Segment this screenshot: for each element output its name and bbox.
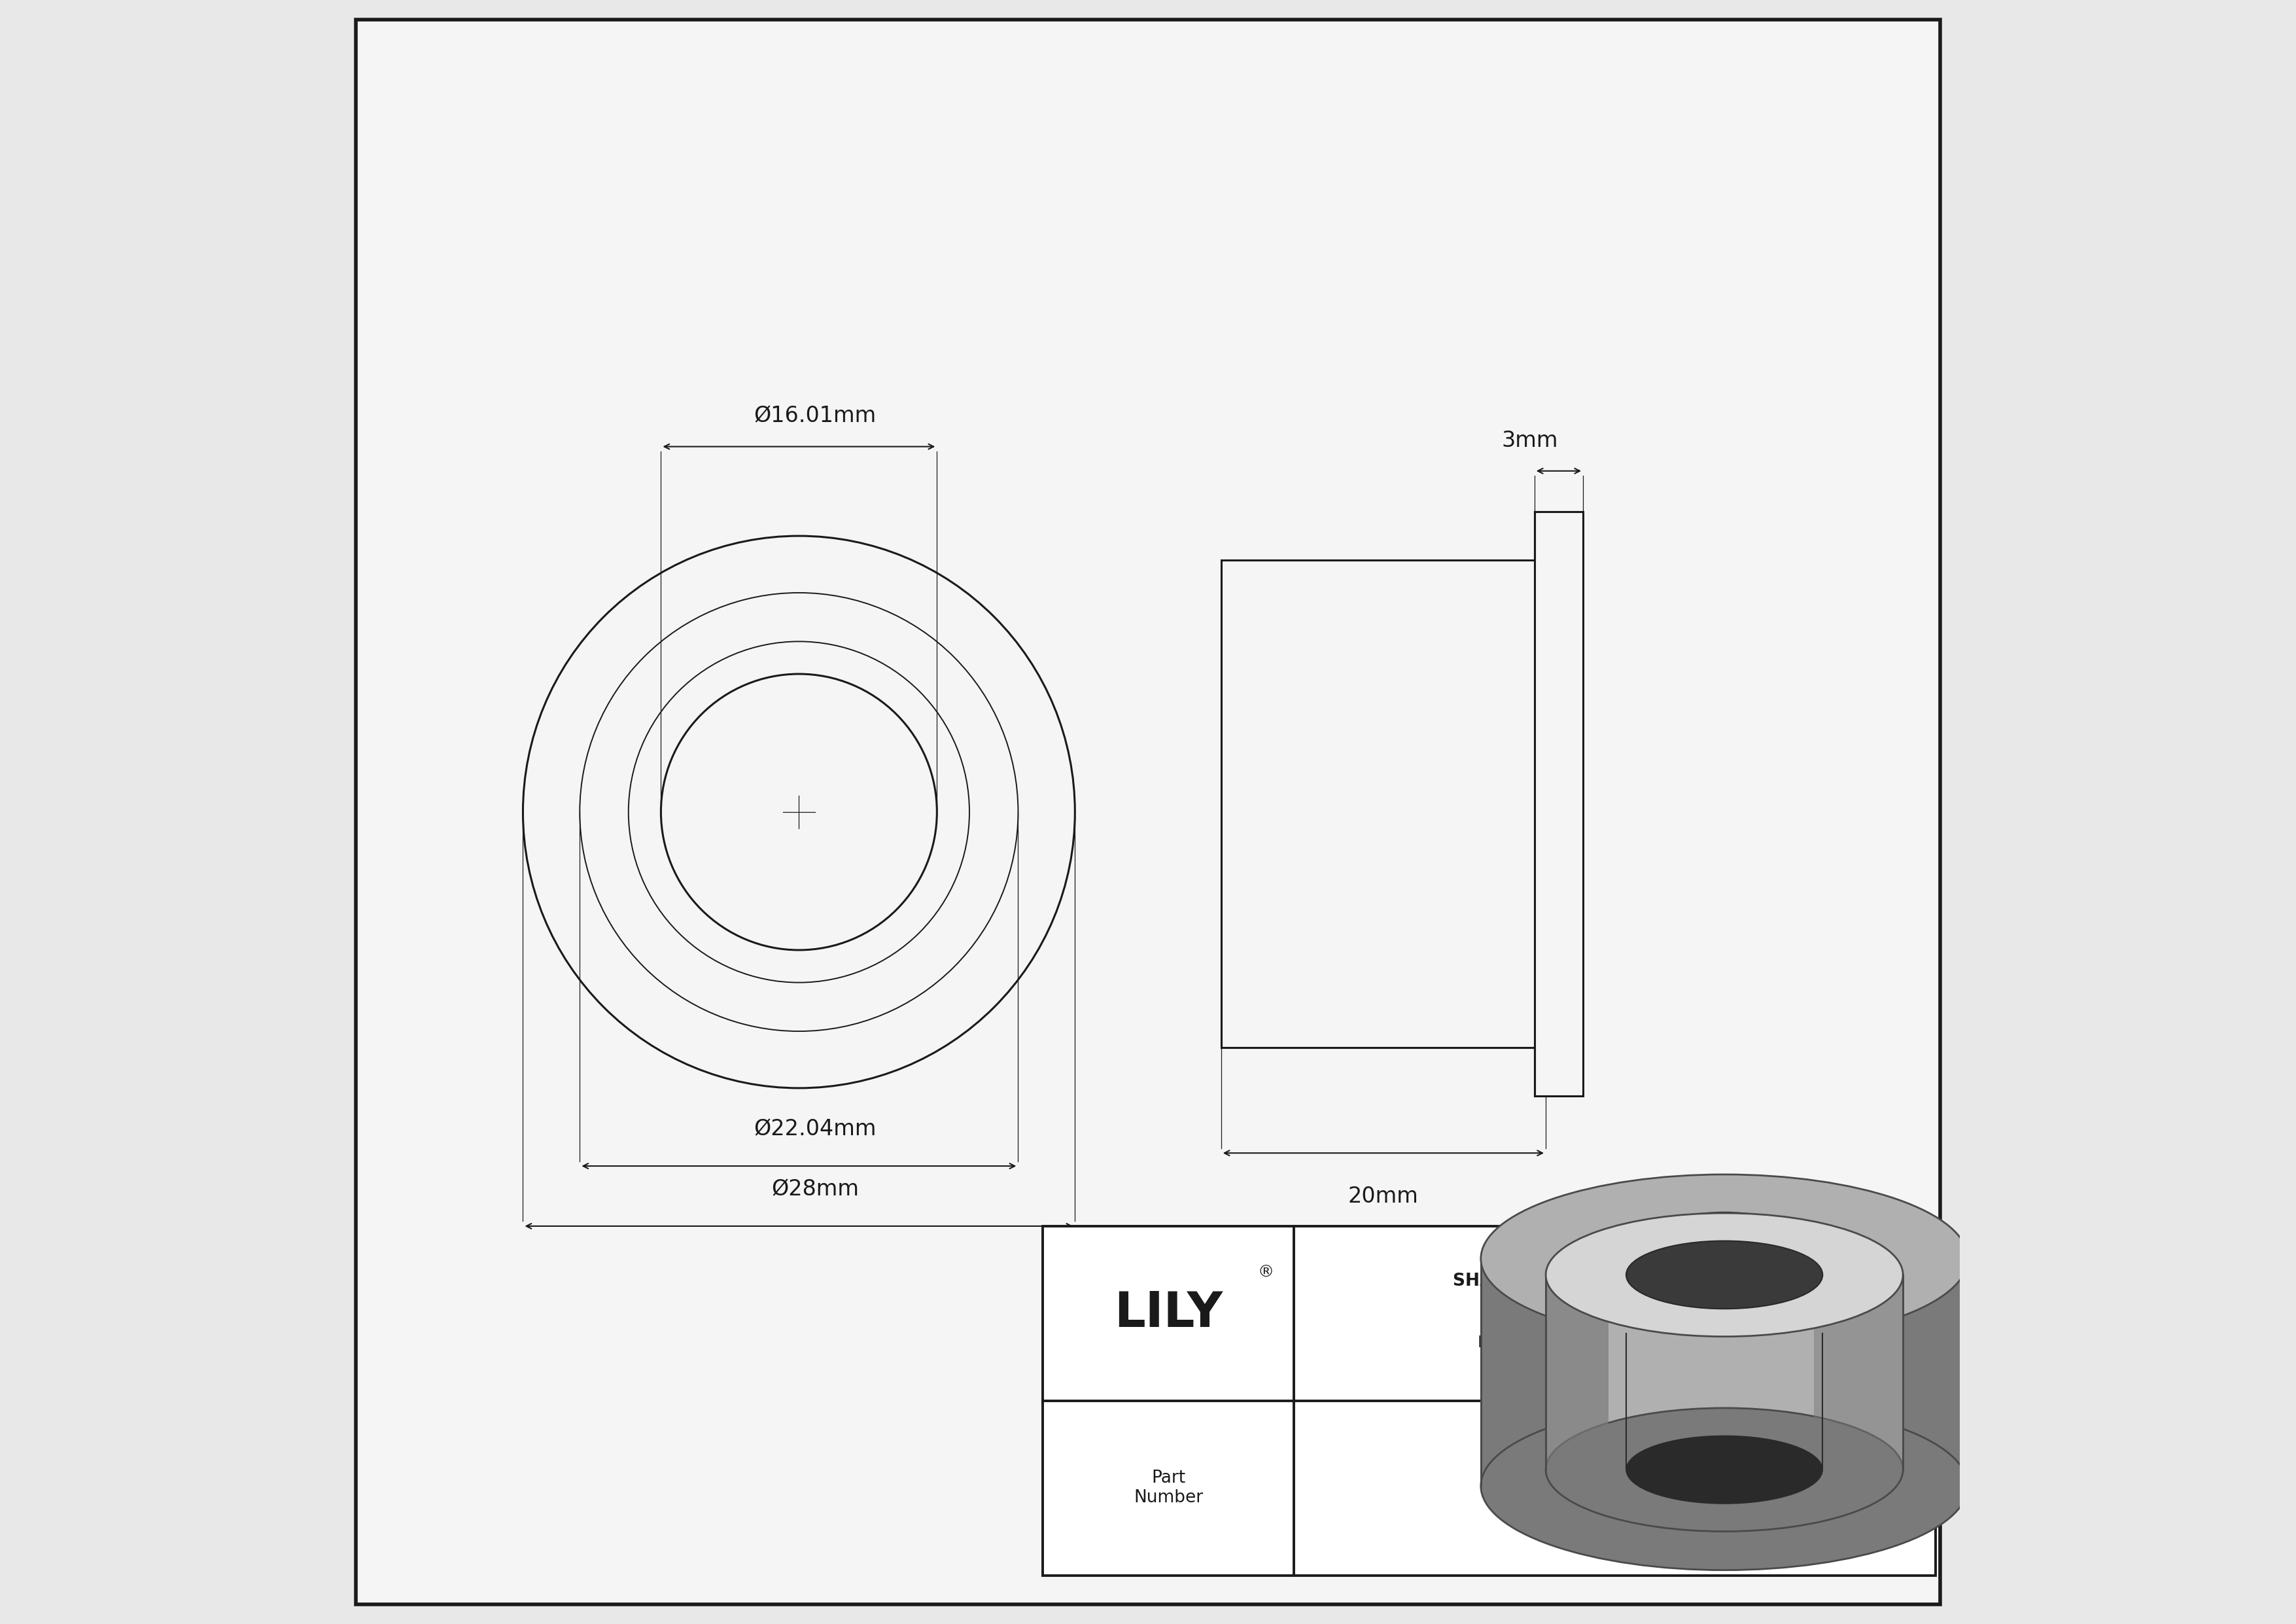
Polygon shape (1481, 1259, 1968, 1486)
Text: ®: ® (1258, 1265, 1274, 1281)
Ellipse shape (1545, 1213, 1903, 1337)
Text: SHANGHAI LILY BEARING LIMITED: SHANGHAI LILY BEARING LIMITED (1453, 1273, 1777, 1289)
Ellipse shape (1481, 1174, 1968, 1343)
Text: Ø22.04mm: Ø22.04mm (753, 1119, 877, 1140)
Bar (1545, 1275, 1607, 1470)
Text: Ø28mm: Ø28mm (771, 1179, 859, 1200)
Text: Email: lilybearing@lily-bearing.com: Email: lilybearing@lily-bearing.com (1479, 1335, 1752, 1351)
Ellipse shape (1626, 1241, 1823, 1309)
Bar (1534, 512, 1584, 1096)
Ellipse shape (1626, 1436, 1823, 1504)
Polygon shape (1545, 1275, 1903, 1470)
Text: 3mm: 3mm (1502, 430, 1557, 451)
Text: LILY: LILY (1114, 1289, 1224, 1337)
Bar (1221, 560, 1545, 1047)
Text: Part
Number: Part Number (1134, 1470, 1203, 1507)
Text: 20mm: 20mm (1348, 1186, 1419, 1207)
Ellipse shape (1626, 1212, 1823, 1306)
Bar (1042, 1226, 1936, 1575)
Text: CJDITHJB: CJDITHJB (1557, 1440, 1674, 1463)
Bar (1814, 1275, 1903, 1470)
Text: Sleeve Bearings: Sleeve Bearings (1541, 1512, 1688, 1530)
Ellipse shape (1545, 1408, 1903, 1531)
Ellipse shape (1481, 1402, 1968, 1570)
Text: Ø16.01mm: Ø16.01mm (753, 406, 877, 427)
